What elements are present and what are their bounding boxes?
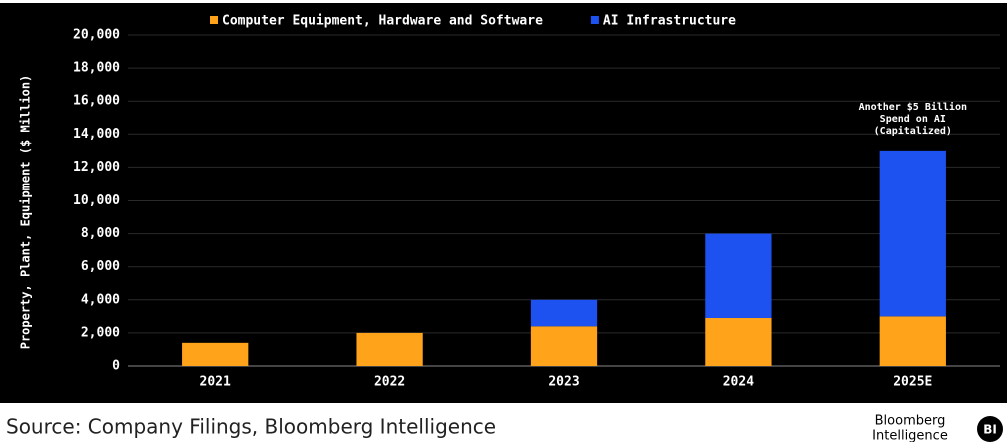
y-axis-label: Property, Plant, Equipment ($ Million) [19,75,33,350]
bar-segment [879,316,946,366]
bar-segment [705,318,772,366]
logo-badge-circle [977,416,1003,442]
chart-background [0,3,1007,403]
x-tick-label: 2025E [893,375,932,390]
logo-line: Intelligence [872,429,948,442]
x-tick-label: 2022 [374,375,405,390]
y-tick-label: 0 [112,359,120,374]
x-tick-label: 2021 [200,375,231,390]
bar-segment [530,299,598,327]
bar-segment [705,233,772,319]
y-tick-label: 2,000 [81,325,120,340]
y-tick-label: 6,000 [81,259,120,274]
y-tick-label: 10,000 [73,193,120,208]
x-tick-label: 2024 [723,375,754,390]
y-tick-label: 14,000 [73,127,120,142]
bar-segment [182,342,249,366]
y-tick-label: 20,000 [73,28,120,43]
annotation: (Capitalized) [874,125,952,137]
bar-segment [530,326,598,366]
legend-label: AI Infrastructure [603,14,736,29]
bar-segment [879,150,946,317]
logo-badge: BI [983,423,997,437]
bar-segment [356,332,423,366]
y-tick-label: 8,000 [81,226,120,241]
y-tick-label: 4,000 [81,292,120,307]
source: Source: Company Filings, Bloomberg Intel… [6,415,496,439]
legend-swatch [590,16,599,24]
annotation: Spend on AI [880,114,946,125]
y-tick-label: 18,000 [73,61,120,76]
y-tick-label: 12,000 [73,160,120,175]
y-tick-label: 16,000 [73,94,120,109]
x-tick-label: 2023 [548,375,579,390]
legend-label: Computer Equipment, Hardware and Softwar… [222,14,543,29]
legend-swatch [210,16,218,24]
logo-line: Bloomberg [875,414,946,429]
annotation: Another $5 Billion [859,101,967,113]
